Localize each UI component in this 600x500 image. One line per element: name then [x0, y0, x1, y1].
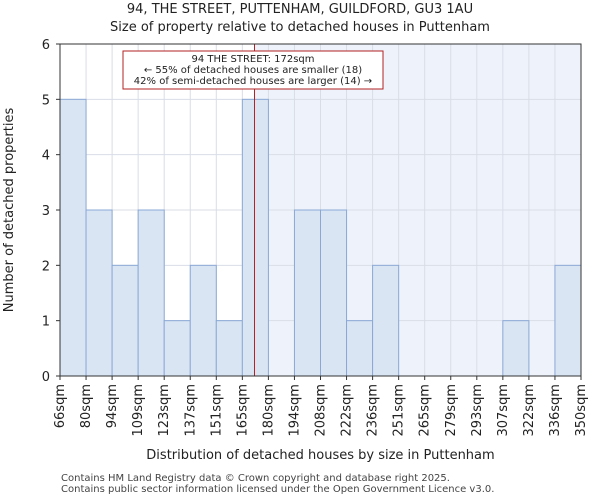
- x-tick-label: 322sqm: [522, 384, 537, 437]
- x-tick-label: 222sqm: [340, 384, 355, 437]
- x-tick-label: 350sqm: [574, 384, 589, 437]
- y-tick-label: 6: [42, 38, 50, 53]
- annotation-border: [122, 50, 384, 90]
- histogram-bar: [189, 264, 217, 377]
- x-tick-label: 180sqm: [261, 384, 276, 437]
- y-tick-label: 5: [42, 93, 50, 108]
- histogram-bar: [320, 209, 348, 377]
- histogram-bar: [163, 320, 191, 377]
- x-tick-label: 251sqm: [392, 384, 407, 437]
- x-tick-label: 194sqm: [287, 384, 302, 437]
- x-tick-label: 137sqm: [183, 384, 198, 437]
- x-tick-label: 80sqm: [79, 384, 94, 428]
- x-tick-label: 293sqm: [470, 384, 485, 437]
- x-tick-label: 208sqm: [314, 384, 329, 437]
- x-tick-label: 94sqm: [105, 384, 120, 428]
- histogram-bar: [502, 320, 530, 377]
- x-tick-label: 165sqm: [235, 384, 250, 437]
- annotation-line1: 94 THE STREET: 172sqm: [191, 54, 314, 65]
- x-tick-label: 236sqm: [366, 384, 381, 437]
- x-tick-label: 151sqm: [209, 384, 224, 437]
- footer-copyright: Contains HM Land Registry data © Crown c…: [61, 473, 450, 484]
- histogram-bar: [293, 209, 322, 377]
- footer-licence: Contains public sector information licen…: [61, 484, 495, 495]
- x-tick-label: 265sqm: [418, 384, 433, 437]
- histogram-bar: [85, 209, 113, 377]
- histogram-bar: [111, 264, 139, 377]
- histogram-bar: [215, 320, 243, 377]
- x-tick-label: 66sqm: [53, 384, 68, 428]
- histogram-bar: [346, 320, 374, 377]
- x-tick-label: 123sqm: [157, 384, 172, 437]
- y-tick-label: 1: [42, 315, 50, 330]
- y-tick-label: 4: [42, 149, 50, 164]
- x-tick-label: 336sqm: [548, 384, 563, 437]
- histogram-bar: [241, 98, 269, 377]
- histogram-bar: [59, 98, 87, 377]
- subject-annotation-box: 94 THE STREET: 172sqm ← 55% of detached …: [122, 50, 384, 90]
- annotation-line3: 42% of semi-detached houses are larger (…: [134, 76, 372, 87]
- y-tick-label: 3: [42, 204, 50, 219]
- histogram-bar: [372, 264, 400, 377]
- y-tick-label: 0: [42, 370, 50, 385]
- x-tick-label: 109sqm: [131, 384, 146, 437]
- histogram-bar: [137, 209, 165, 377]
- chart-title-line2: Size of property relative to detached ho…: [110, 20, 490, 35]
- histogram-bar: [554, 264, 582, 377]
- chart-title-line1: 94, THE STREET, PUTTENHAM, GUILDFORD, GU…: [126, 2, 474, 17]
- annotation-line2: ← 55% of detached houses are smaller (18…: [144, 65, 362, 76]
- x-tick-label: 307sqm: [496, 384, 511, 437]
- x-axis-label: Distribution of detached houses by size …: [146, 448, 494, 463]
- y-tick-label: 2: [42, 259, 50, 274]
- x-tick-label: 279sqm: [444, 384, 459, 437]
- y-axis-label: Number of detached properties: [2, 108, 17, 313]
